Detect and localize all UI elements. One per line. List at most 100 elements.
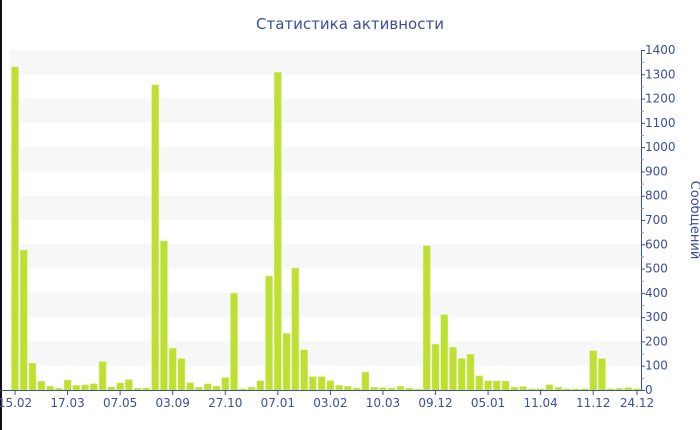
grid-band [10, 195, 641, 220]
bar [230, 293, 238, 391]
bar [55, 388, 63, 391]
x-tick-label: 09.12 [418, 396, 452, 410]
bar [107, 386, 116, 391]
bar [554, 387, 562, 391]
bar [633, 388, 641, 391]
bar [142, 387, 151, 391]
y-tick-label: 500 [645, 262, 668, 276]
bar [168, 347, 177, 391]
bar [484, 380, 492, 391]
bar [81, 384, 89, 391]
y-tick-label: 900 [645, 164, 668, 178]
y-tick-label: 800 [645, 189, 668, 203]
bar [186, 382, 194, 391]
x-tick-label: 10.03 [366, 396, 400, 410]
bar [177, 358, 186, 391]
bar [116, 382, 124, 391]
y-tick-label: 1100 [645, 116, 676, 130]
bar [239, 388, 247, 391]
bar [414, 388, 422, 391]
bar [98, 361, 107, 391]
y-tick-label: 1200 [645, 92, 676, 106]
x-tick-label: 07.05 [103, 396, 137, 410]
bar [125, 379, 133, 391]
bar [335, 385, 343, 391]
bar [265, 275, 273, 391]
bar [90, 383, 98, 391]
bar [195, 387, 203, 391]
bar [37, 381, 46, 391]
grid-band [10, 50, 641, 75]
bar [160, 240, 168, 391]
bar [493, 380, 501, 391]
bar [212, 385, 221, 391]
bar [440, 314, 449, 391]
bar [344, 386, 352, 391]
bar [274, 72, 282, 391]
bar [615, 388, 624, 391]
bar [519, 386, 527, 391]
x-tick-label: 15.02 [0, 396, 32, 410]
x-tick-label: 11.04 [523, 396, 557, 410]
y-tick-label: 400 [645, 286, 668, 300]
bar [46, 385, 54, 391]
bar [405, 387, 413, 391]
x-tick-label: 11.12 [576, 396, 610, 410]
bar [606, 388, 615, 391]
bar [300, 349, 308, 391]
bar [63, 379, 72, 391]
bar [422, 245, 431, 391]
y-tick-label: 100 [645, 359, 668, 373]
x-tick-label: 24.12 [620, 396, 654, 410]
bar [545, 384, 554, 391]
bar [133, 388, 142, 391]
bar [379, 387, 387, 391]
bar [571, 388, 580, 391]
x-tick-label: 27.10 [208, 396, 242, 410]
bar [20, 249, 28, 391]
bar [589, 350, 597, 391]
y-axis-label: Сообщений [687, 181, 700, 260]
bar [282, 333, 291, 391]
y-tick-label: 300 [645, 310, 668, 324]
bar [247, 387, 256, 391]
bar [291, 267, 300, 391]
bar [449, 347, 457, 391]
y-tick-label: 200 [645, 334, 668, 348]
bar [151, 84, 159, 391]
grid-band [10, 98, 641, 123]
bar [11, 66, 19, 391]
bar [326, 380, 335, 391]
x-tick-label: 03.09 [156, 396, 190, 410]
bar [317, 376, 326, 391]
grid-band [10, 341, 641, 366]
y-tick-label: 0 [645, 383, 653, 397]
grid-band [10, 292, 641, 318]
x-tick-label: 03.02 [313, 396, 347, 410]
bar [580, 388, 589, 391]
y-tick-label: 1000 [645, 140, 676, 154]
x-tick-label: 17.03 [50, 396, 84, 410]
x-tick-label: 05.01 [471, 396, 505, 410]
bar [256, 380, 265, 391]
x-tick-label: 07.01 [261, 396, 295, 410]
y-tick-label: 700 [645, 213, 668, 227]
bar [431, 344, 440, 391]
bar [501, 380, 510, 391]
bar [466, 354, 475, 391]
bar [352, 387, 361, 391]
bar [458, 358, 466, 391]
bar [475, 375, 484, 391]
bar [309, 376, 317, 391]
bar [624, 387, 632, 391]
bar [510, 387, 519, 391]
grid-band [10, 147, 641, 172]
bar [361, 371, 370, 391]
y-tick-label: 600 [645, 237, 668, 251]
bar [28, 363, 37, 391]
bar [536, 388, 545, 391]
grid-band [10, 244, 641, 269]
bar [528, 388, 536, 391]
